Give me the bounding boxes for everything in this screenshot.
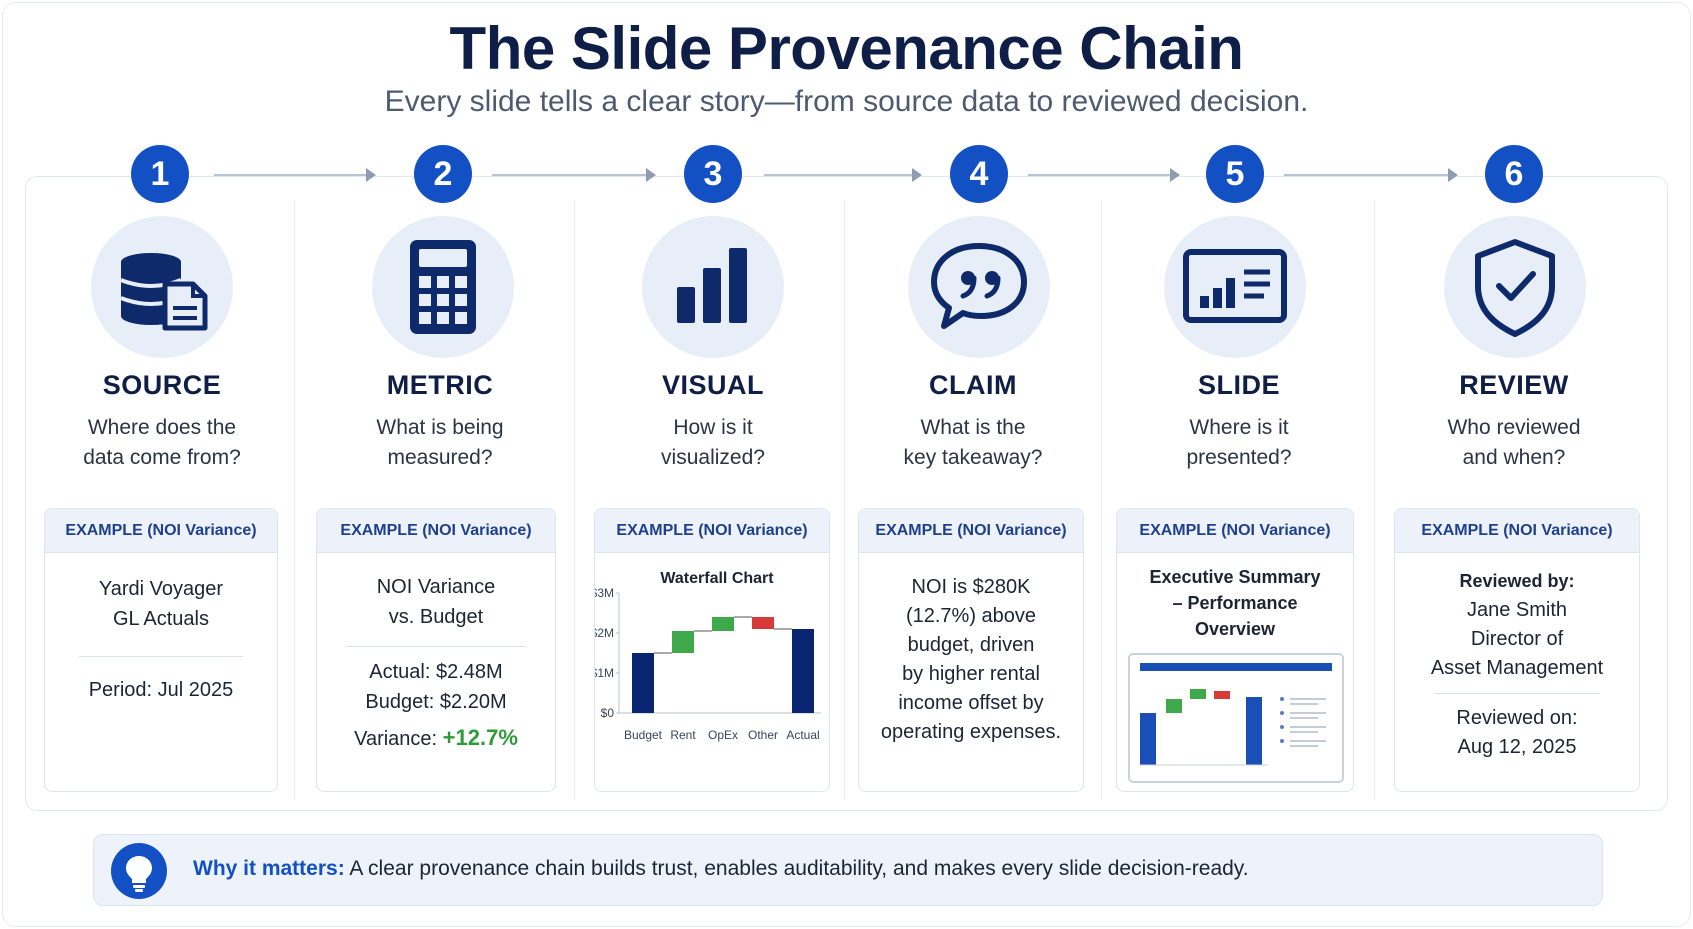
page-subtitle: Every slide tells a clear story—from sou… xyxy=(384,85,1309,118)
example-card: EXAMPLE (NOI Variance) Executive Summary… xyxy=(1116,508,1354,792)
callout-label: Why it matters: xyxy=(193,857,345,880)
icon-circle xyxy=(1164,216,1306,358)
waterfall-bar-actual xyxy=(792,629,814,713)
flow-arrow-3 xyxy=(764,168,922,182)
step-number: 1 xyxy=(131,145,189,203)
speech-quote-icon xyxy=(931,243,1027,329)
x-category-label: Rent xyxy=(670,728,696,742)
waterfall-bar-budget xyxy=(632,653,654,713)
stage-label: METRIC xyxy=(386,370,494,400)
stage-question: Who reviewed and when? xyxy=(1447,416,1581,469)
stage-question: What is being measured? xyxy=(376,416,504,469)
variance-value: +12.7% xyxy=(442,725,518,750)
y-tick-label: $2M xyxy=(595,626,614,640)
x-category-label: Budget xyxy=(624,728,663,742)
database-document-icon xyxy=(120,253,208,331)
page-title: The Slide Provenance Chain xyxy=(449,15,1244,82)
icon-circle xyxy=(91,216,233,358)
stage-question: What is the key takeaway? xyxy=(903,416,1043,469)
review-date: Aug 12, 2025 xyxy=(1457,736,1577,758)
reviewed-by-label: Reviewed by: xyxy=(1459,571,1575,591)
reviewer-name: Jane Smith xyxy=(1466,599,1568,621)
reviewed-on-label: Reviewed on: xyxy=(1456,707,1578,729)
example-label: EXAMPLE (NOI Variance) xyxy=(317,509,555,553)
example-card: EXAMPLE (NOI Variance) NOI Variance vs. … xyxy=(316,508,556,792)
step-source: 1 SOURCE Where does the data come from? E… xyxy=(40,145,284,811)
chart-title: Waterfall Chart xyxy=(660,570,774,587)
example-label: EXAMPLE (NOI Variance) xyxy=(859,509,1083,553)
lightbulb-icon xyxy=(111,843,167,899)
step-number: 3 xyxy=(684,145,742,203)
step-claim: 4 CLAIM What is the key takeaway? EXAMPLE… xyxy=(854,145,1092,811)
example-card: EXAMPLE (NOI Variance) NOI is $280K (12.… xyxy=(858,508,1084,792)
stage-label: VISUAL xyxy=(661,370,764,400)
step-slide: 5 SLIDE Where is it presented? EXAMPLE (N… xyxy=(1112,145,1366,811)
claim-text: NOI is $280K (12.7%) above budget, drive… xyxy=(880,576,1062,743)
icon-circle xyxy=(908,216,1050,358)
metric-actual: Actual: $2.48M xyxy=(369,661,503,683)
flow-arrow-1 xyxy=(214,168,376,182)
icon-circle xyxy=(642,216,784,358)
y-tick-label: $3M xyxy=(595,586,614,600)
source-dataset: GL Actuals xyxy=(113,608,209,630)
stage-label: REVIEW xyxy=(1459,370,1569,400)
calculator-icon xyxy=(410,240,476,334)
flow-arrow-2 xyxy=(492,168,656,182)
waterfall-bar-opex xyxy=(712,617,734,631)
shield-check-icon xyxy=(1475,239,1555,337)
step-number: 4 xyxy=(950,145,1008,203)
column-divider xyxy=(1374,200,1375,800)
example-label: EXAMPLE (NOI Variance) xyxy=(595,509,829,553)
stage-question: Where does the data come from? xyxy=(83,416,241,469)
presentation-slide-icon xyxy=(1183,249,1287,323)
callout-text: Why it matters: A clear provenance chain… xyxy=(193,857,1249,880)
waterfall-chart: Waterfall Chart $0 $1M $2M $3M Budget Rent Op… xyxy=(595,570,821,742)
waterfall-bar-rent xyxy=(672,631,694,653)
example-label: EXAMPLE (NOI Variance) xyxy=(1117,509,1353,553)
source-system: Yardi Voyager xyxy=(98,578,224,600)
slide-thumbnail xyxy=(1128,653,1344,783)
metric-budget: Budget: $2.20M xyxy=(365,691,507,713)
stage-question: How is it visualized? xyxy=(661,416,765,469)
example-label: EXAMPLE (NOI Variance) xyxy=(45,509,277,553)
source-period: Period: Jul 2025 xyxy=(88,679,234,701)
x-category-label: Other xyxy=(748,728,778,742)
example-card: EXAMPLE (NOI Variance) Reviewed by: Jane… xyxy=(1394,508,1640,792)
column-divider xyxy=(574,200,575,800)
stage-label: CLAIM xyxy=(929,370,1017,400)
flow-arrow-4 xyxy=(1028,168,1180,182)
slide-title: Executive Summary – Performance Overview xyxy=(1149,567,1321,639)
step-metric: 2 METRIC What is being measured? EXAMPLE … xyxy=(314,145,566,811)
step-review: 6 REVIEW Who reviewed and when? EXAMPLE (… xyxy=(1388,145,1640,811)
step-visual: 3 VISUAL How is it visualized? EXAMPLE (N… xyxy=(590,145,836,811)
y-tick-label: $1M xyxy=(595,666,614,680)
waterfall-bar-other xyxy=(752,617,774,629)
bar-chart-icon xyxy=(677,248,747,323)
column-divider xyxy=(1101,200,1102,800)
step-number: 2 xyxy=(414,145,472,203)
column-divider xyxy=(844,200,845,800)
example-card: EXAMPLE (NOI Variance) Waterfall Chart $… xyxy=(594,508,830,792)
reviewer-role: Director of xyxy=(1470,628,1564,650)
reviewer-role-2: Asset Management xyxy=(1430,657,1604,679)
icon-circle xyxy=(1444,216,1586,358)
x-category-label: Actual xyxy=(786,728,819,742)
stage-question: Where is it presented? xyxy=(1186,416,1292,469)
x-category-label: OpEx xyxy=(708,728,738,742)
metric-basis: vs. Budget xyxy=(388,606,484,628)
y-tick-label: $0 xyxy=(601,706,615,720)
metric-name: NOI Variance xyxy=(376,576,496,598)
step-number: 6 xyxy=(1485,145,1543,203)
column-divider xyxy=(294,200,295,800)
why-it-matters-callout: Why it matters: A clear provenance chain… xyxy=(93,834,1603,906)
step-number: 5 xyxy=(1206,145,1264,203)
icon-circle xyxy=(372,216,514,358)
flow-arrow-5 xyxy=(1284,168,1458,182)
example-card: EXAMPLE (NOI Variance) Yardi Voyager GL … xyxy=(44,508,278,792)
stage-label: SLIDE xyxy=(1197,370,1280,400)
stage-label: SOURCE xyxy=(102,370,222,400)
example-label: EXAMPLE (NOI Variance) xyxy=(1395,509,1639,553)
metric-variance: Variance: +12.7% xyxy=(354,725,518,750)
